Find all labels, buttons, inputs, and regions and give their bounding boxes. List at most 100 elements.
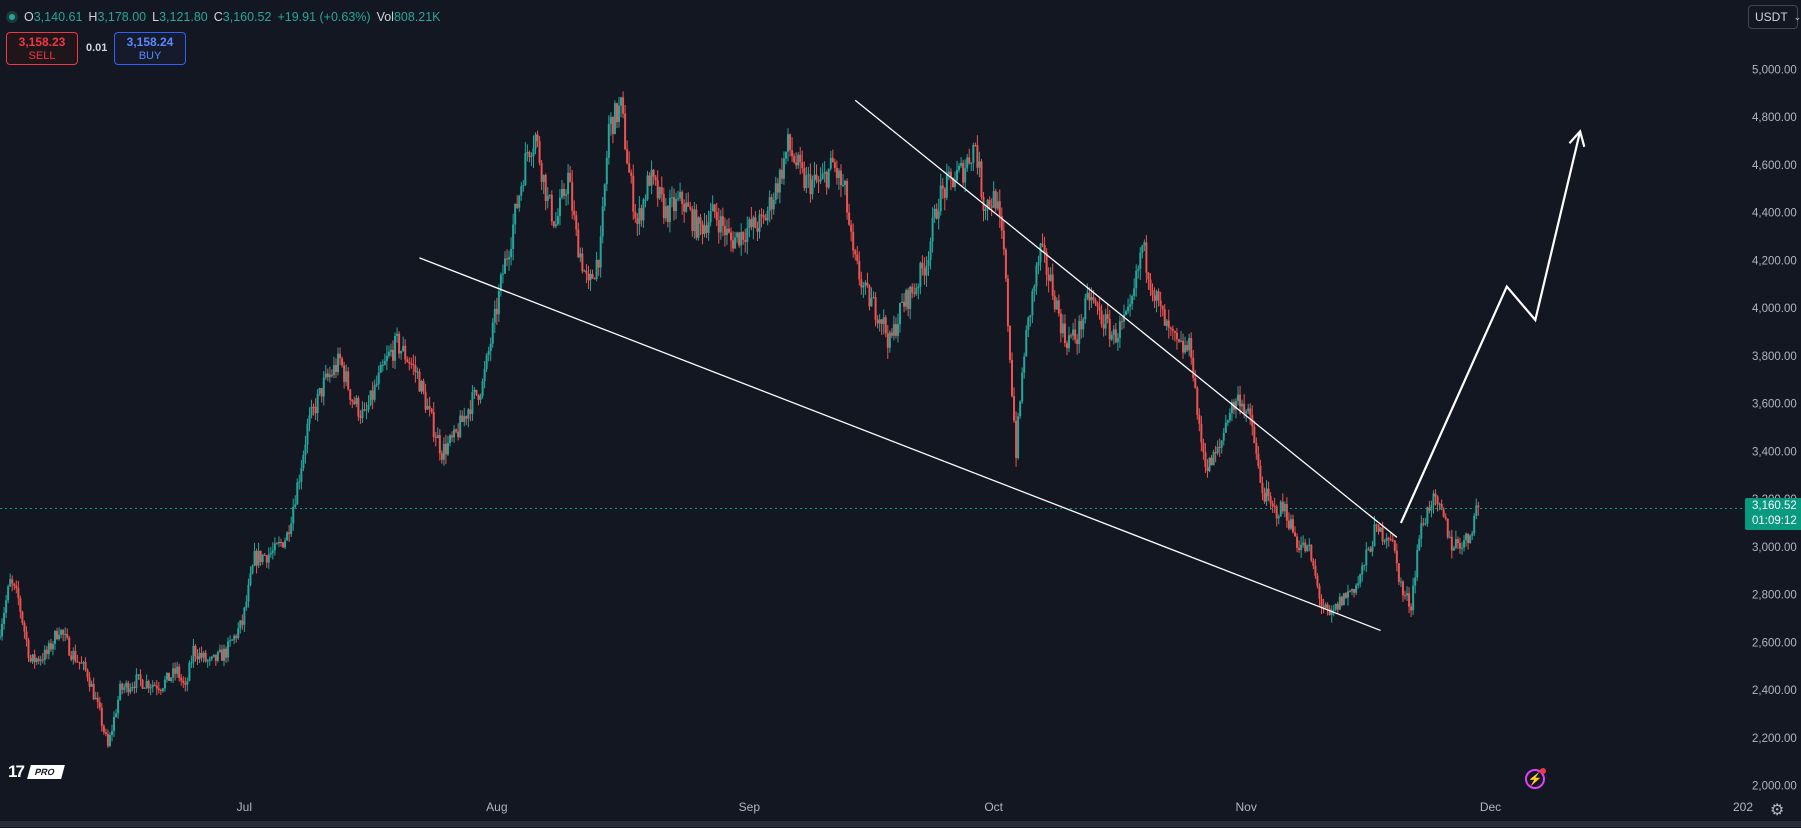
candle bbox=[1204, 443, 1207, 474]
candle bbox=[782, 151, 785, 185]
candle bbox=[675, 192, 678, 220]
candle bbox=[414, 356, 417, 383]
candle bbox=[532, 135, 535, 168]
close-value: 3,160.52 bbox=[222, 10, 272, 24]
drawings-layer[interactable] bbox=[419, 99, 1586, 632]
candle bbox=[157, 682, 160, 694]
candle bbox=[1271, 500, 1274, 513]
candle bbox=[1104, 308, 1107, 336]
last-price-value: 3,160.52 bbox=[1752, 500, 1797, 512]
candle bbox=[839, 164, 842, 198]
candle bbox=[813, 161, 816, 188]
candle bbox=[768, 190, 771, 223]
time-axis[interactable]: Jul Aug Sep Oct Nov Dec 202 bbox=[0, 800, 1801, 827]
candle bbox=[927, 251, 930, 276]
lower-wedge-line[interactable] bbox=[419, 257, 1381, 632]
candle bbox=[1102, 314, 1105, 337]
candle bbox=[322, 371, 325, 406]
price-tick-label: 4,000.00 bbox=[1752, 303, 1797, 315]
candle bbox=[1061, 314, 1064, 338]
candle bbox=[644, 194, 647, 208]
candle bbox=[1059, 308, 1062, 343]
candle bbox=[84, 657, 87, 672]
upper-wedge-line[interactable] bbox=[854, 99, 1398, 538]
candle bbox=[251, 564, 254, 575]
candle bbox=[978, 151, 981, 178]
candle bbox=[1434, 489, 1437, 506]
candle bbox=[1155, 289, 1158, 313]
buy-button[interactable]: 3,158.24 BUY bbox=[114, 32, 186, 65]
candle bbox=[1218, 438, 1221, 457]
candle bbox=[548, 194, 551, 199]
candle bbox=[679, 182, 682, 201]
candle bbox=[1269, 492, 1272, 510]
candle bbox=[1013, 387, 1016, 423]
candle bbox=[563, 183, 566, 200]
currency-selector[interactable]: USDT ⌄ bbox=[1748, 5, 1801, 29]
candle bbox=[387, 345, 390, 359]
open-value: 3,140.61 bbox=[33, 10, 83, 24]
candle bbox=[229, 635, 232, 647]
candle bbox=[730, 227, 733, 252]
candle bbox=[1033, 284, 1036, 302]
candle bbox=[660, 176, 663, 202]
live-status-icon bbox=[6, 11, 18, 23]
candle bbox=[1247, 403, 1250, 414]
candle bbox=[799, 146, 802, 175]
price-tick-label: 2,000.00 bbox=[1752, 781, 1797, 793]
candle bbox=[5, 594, 8, 618]
candle bbox=[632, 164, 635, 220]
gear-icon[interactable]: ⚙ bbox=[1770, 802, 1785, 819]
candle bbox=[1151, 283, 1154, 302]
candle bbox=[1357, 575, 1360, 589]
candle bbox=[1432, 490, 1435, 514]
candle bbox=[546, 187, 549, 209]
sell-button[interactable]: 3,158.23 SELL bbox=[6, 32, 78, 65]
candle bbox=[884, 315, 887, 338]
candle bbox=[956, 160, 959, 182]
candle bbox=[27, 637, 30, 663]
candle bbox=[1461, 542, 1464, 555]
candle bbox=[758, 209, 761, 239]
tradingview-logo[interactable]: 17 PRO bbox=[8, 762, 65, 782]
candle bbox=[495, 297, 498, 325]
candle bbox=[778, 168, 781, 204]
candle bbox=[184, 677, 187, 692]
candle bbox=[689, 201, 692, 212]
candle bbox=[691, 206, 694, 237]
candle bbox=[960, 157, 963, 168]
candle bbox=[962, 159, 965, 186]
price-axis[interactable]: 5,200.005,000.004,800.004,600.004,400.00… bbox=[1752, 16, 1797, 792]
candle bbox=[1180, 330, 1183, 343]
candle bbox=[286, 531, 289, 541]
candle bbox=[74, 644, 77, 663]
price-tick-label: 2,400.00 bbox=[1752, 685, 1797, 697]
candle bbox=[754, 211, 757, 229]
candle bbox=[903, 293, 906, 313]
pro-badge: PRO bbox=[27, 765, 65, 779]
candle bbox=[296, 478, 299, 505]
candle bbox=[860, 271, 863, 295]
lightning-icon[interactable]: ⚡ bbox=[1525, 768, 1546, 789]
candle bbox=[825, 170, 828, 195]
candle bbox=[334, 358, 337, 379]
candle bbox=[512, 213, 515, 261]
candle bbox=[351, 399, 354, 409]
candle bbox=[613, 100, 616, 135]
candle bbox=[1448, 530, 1451, 539]
candle bbox=[271, 542, 274, 560]
candle bbox=[196, 649, 199, 666]
candle bbox=[917, 283, 920, 300]
projection-path[interactable] bbox=[1399, 131, 1582, 524]
candle bbox=[744, 228, 747, 253]
candle bbox=[479, 393, 482, 404]
candle bbox=[850, 219, 853, 242]
candle bbox=[168, 672, 171, 681]
candle bbox=[188, 660, 191, 682]
candle bbox=[542, 174, 545, 195]
candle bbox=[544, 173, 547, 211]
candle bbox=[1403, 590, 1406, 600]
candle bbox=[363, 402, 366, 412]
logo-mark: 17 bbox=[8, 762, 25, 781]
